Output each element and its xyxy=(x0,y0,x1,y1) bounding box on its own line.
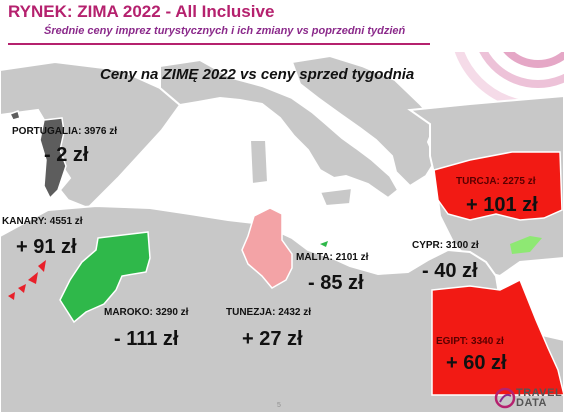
portugal-price-change: - 2 zł xyxy=(44,144,89,166)
portugal-price-label: PORTUGALIA: 3976 zł xyxy=(12,126,118,137)
header-band: RYNEK: ZIMA 2022 - All Inclusive Średnie… xyxy=(0,0,564,52)
malta-price-change: - 85 zł xyxy=(308,272,364,294)
turkey-shape xyxy=(433,151,563,221)
tunisia-shape xyxy=(241,207,293,289)
portugal-madeira-shape xyxy=(8,110,21,121)
morocco-shape xyxy=(59,231,151,324)
egypt-price-change: + 60 zł xyxy=(446,352,507,374)
egypt-shape xyxy=(431,278,564,396)
cyprus-price-change: - 40 zł xyxy=(422,260,478,282)
portugal-shape xyxy=(39,117,67,200)
morocco-price-label: MAROKO: 3290 zł xyxy=(104,307,189,318)
tunisia-price-label: TUNEZJA: 2432 zł xyxy=(226,307,312,318)
page-number: 5 xyxy=(277,402,281,409)
cyprus-price-label: CYPR: 3100 zł xyxy=(412,240,479,251)
logo-text: TRAVEL DATA xyxy=(516,387,562,409)
sicily xyxy=(318,186,354,208)
egypt-price-label: EGIPT: 3340 zł xyxy=(436,336,504,347)
sardinia xyxy=(248,139,270,186)
turkey-price-label: TURCJA: 2275 zł xyxy=(456,176,536,187)
malta-price-label: MALTA: 2101 zł xyxy=(296,252,369,263)
cyprus-shape xyxy=(510,236,542,254)
page-title: RYNEK: ZIMA 2022 - All Inclusive xyxy=(8,2,275,21)
page-subtitle: Średnie ceny imprez turystycznych i ich … xyxy=(44,25,406,37)
header-divider xyxy=(8,43,430,45)
morocco-price-change: - 111 zł xyxy=(114,328,179,350)
canaries-price-label: KANARY: 4551 zł xyxy=(2,216,83,227)
logo-mark-icon xyxy=(494,387,516,409)
canary-islands-shape xyxy=(8,260,46,300)
balkans-greece xyxy=(290,54,438,188)
map-title: Ceny na ZIMĘ 2022 vs ceny sprzed tygodni… xyxy=(100,66,415,83)
travel-data-logo: TRAVEL DATA xyxy=(494,386,564,413)
canaries-price-change: + 91 zł xyxy=(16,236,77,258)
tunisia-price-change: + 27 zł xyxy=(242,328,303,350)
turkey-price-change: + 101 zł xyxy=(466,194,538,216)
malta-shape xyxy=(320,241,328,247)
france-italy xyxy=(159,58,400,200)
